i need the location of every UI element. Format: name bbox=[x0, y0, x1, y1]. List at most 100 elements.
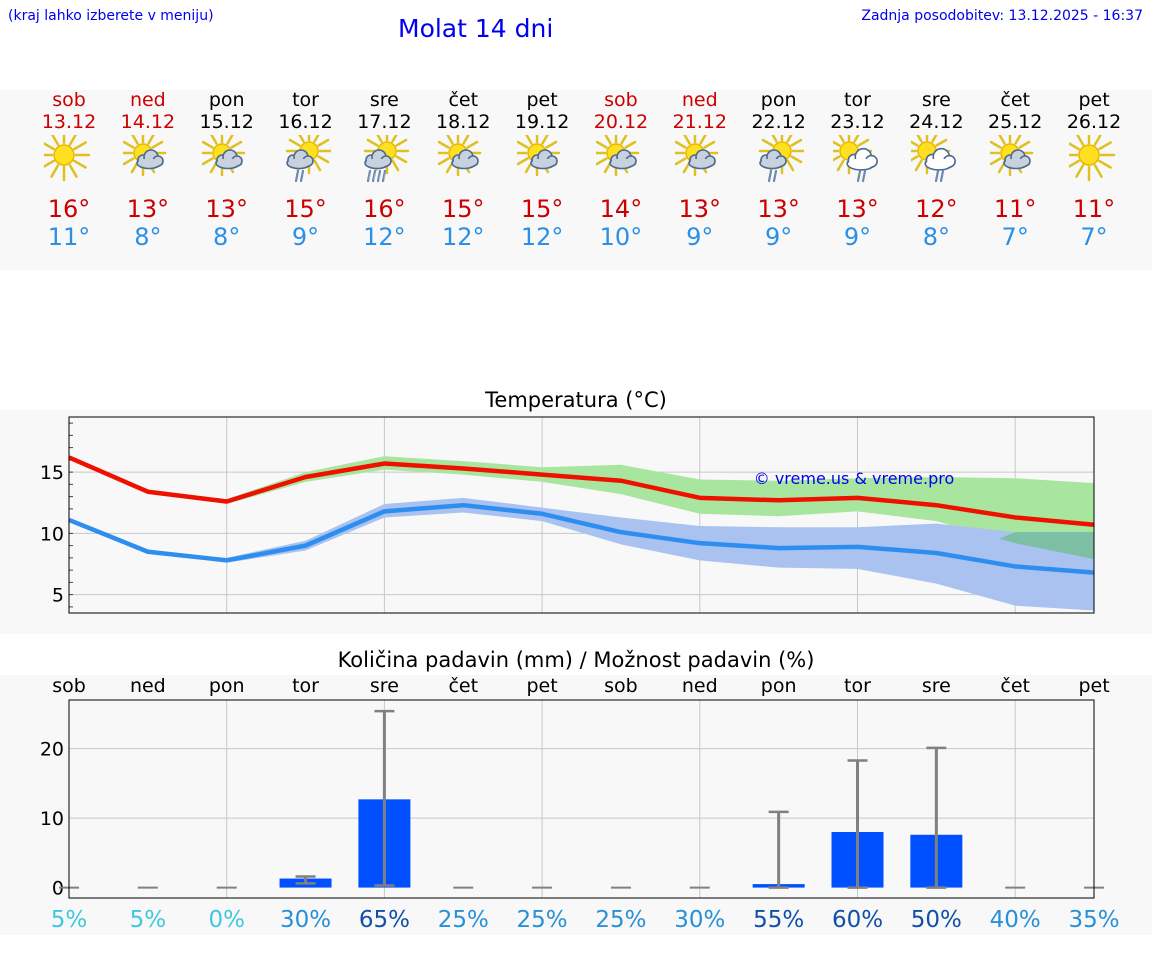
plot-frame bbox=[68, 416, 1095, 614]
day-date: 25.12 bbox=[987, 111, 1043, 133]
min-temp-line bbox=[68, 502, 1095, 575]
category-label: pet bbox=[1078, 675, 1109, 697]
temp-max: 15° bbox=[520, 195, 564, 223]
day-name: tor bbox=[844, 89, 871, 111]
y-tick-label: 15 bbox=[40, 462, 64, 484]
temp-max: 13° bbox=[205, 195, 248, 223]
precip-probability: 0% bbox=[208, 907, 245, 933]
day-date: 20.12 bbox=[593, 111, 649, 133]
category-label: pon bbox=[209, 675, 245, 697]
temp-max: 13° bbox=[757, 195, 800, 223]
temperature-chart-title: Temperatura (°C) bbox=[485, 388, 667, 412]
day-column: čet 18.12 15° 12° bbox=[413, 89, 513, 251]
sun-cloud-icon bbox=[674, 135, 719, 177]
day-column: sob 20.12 14° 10° bbox=[571, 89, 671, 251]
temp-max: 15° bbox=[284, 195, 327, 223]
temp-max: 16° bbox=[47, 195, 91, 223]
temp-min: 10° bbox=[599, 223, 643, 251]
page-title: Molat 14 dni bbox=[398, 14, 554, 43]
temp-min: 9° bbox=[843, 223, 872, 251]
day-date: 15.12 bbox=[199, 111, 254, 133]
temp-max: 11° bbox=[1072, 195, 1116, 223]
max-range-band bbox=[69, 456, 1095, 560]
sun-cloud-icon bbox=[201, 135, 245, 177]
day-column: ned 21.12 13° 9° bbox=[650, 89, 750, 251]
category-label: ned bbox=[682, 675, 718, 697]
category-label: sre bbox=[370, 675, 399, 697]
precipitation-chart: 0 10 20 sob ned pon tor sre čet pet sob ned pon tor sr… bbox=[40, 675, 1120, 933]
day-name: tor bbox=[292, 89, 319, 111]
precip-probability: 40% bbox=[990, 907, 1041, 933]
day-name: ned bbox=[681, 89, 718, 111]
temp-max: 14° bbox=[599, 195, 643, 223]
temp-max: 13° bbox=[126, 195, 170, 223]
day-column: čet 25.12 11° 7° bbox=[965, 89, 1065, 251]
category-label: čet bbox=[448, 675, 478, 697]
day-name: sre bbox=[921, 89, 951, 111]
location-hint[interactable]: (kraj lahko izberete v meniju) bbox=[8, 8, 214, 24]
category-label: čet bbox=[1000, 675, 1030, 697]
plot-frame bbox=[68, 699, 1095, 899]
day-name: ned bbox=[129, 89, 166, 111]
day-name: pet bbox=[526, 89, 558, 111]
sun-big-cloud-rain-icon bbox=[832, 135, 878, 183]
temp-min: 8° bbox=[213, 223, 241, 251]
y-tick-label: 0 bbox=[52, 878, 64, 900]
temperature-chart: 5 10 15 © vreme.us & vreme.pro bbox=[40, 416, 1095, 614]
day-date: 22.12 bbox=[751, 111, 806, 133]
temp-min: 8° bbox=[922, 223, 950, 251]
precip-probability: 65% bbox=[359, 907, 410, 933]
temp-max: 12° bbox=[915, 195, 958, 223]
temp-max: 13° bbox=[678, 195, 722, 223]
day-column: ned 14.12 13° 8° bbox=[98, 89, 198, 251]
day-name: čet bbox=[1000, 89, 1030, 111]
precip-probability: 50% bbox=[911, 907, 962, 933]
sun-cloud-light-rain-icon bbox=[758, 135, 804, 183]
precip-probability: 60% bbox=[832, 907, 883, 933]
precip-probability: 30% bbox=[674, 907, 725, 933]
day-column: sob 13.12 16° 11° bbox=[19, 89, 119, 251]
precipitation-chart-title: Količina padavin (mm) / Možnost padavin … bbox=[337, 648, 815, 672]
sun-cloud-icon bbox=[122, 135, 167, 177]
day-name: sob bbox=[604, 89, 638, 111]
temp-max: 16° bbox=[363, 195, 406, 223]
temp-max: 11° bbox=[993, 195, 1037, 223]
day-date: 17.12 bbox=[357, 111, 412, 133]
temp-min: 7° bbox=[1001, 223, 1029, 251]
day-name: pon bbox=[208, 89, 245, 111]
precip-probability: 30% bbox=[280, 907, 331, 933]
sun-cloud-icon bbox=[595, 135, 640, 177]
day-name: sob bbox=[52, 89, 86, 111]
day-date: 16.12 bbox=[278, 111, 333, 133]
last-updated: Zadnja posodobitev: 13.12.2025 - 16:37 bbox=[861, 8, 1143, 24]
category-label: sob bbox=[604, 675, 638, 697]
day-name: pon bbox=[760, 89, 797, 111]
temp-min: 9° bbox=[291, 223, 320, 251]
day-date: 18.12 bbox=[436, 111, 491, 133]
temp-min: 11° bbox=[47, 223, 91, 251]
temp-min: 7° bbox=[1080, 223, 1108, 251]
category-label: ned bbox=[130, 675, 166, 697]
sun-big-cloud-rain-icon bbox=[911, 135, 957, 183]
day-name: pet bbox=[1078, 89, 1110, 111]
day-column: tor 23.12 13° 9° bbox=[808, 89, 908, 251]
y-tick-label: 10 bbox=[40, 808, 64, 830]
sun-icon bbox=[1069, 135, 1116, 182]
temp-min: 12° bbox=[363, 223, 406, 251]
sun-cloud-light-rain-icon bbox=[285, 135, 331, 183]
sun-cloud-heavy-rain-icon bbox=[364, 135, 410, 183]
category-label: sre bbox=[922, 675, 951, 697]
day-date: 24.12 bbox=[909, 111, 964, 133]
category-label: tor bbox=[292, 675, 319, 697]
temp-min: 9° bbox=[765, 223, 793, 251]
day-column: pon 15.12 13° 8° bbox=[177, 89, 277, 251]
min-range-band bbox=[69, 497, 1095, 611]
sun-cloud-icon bbox=[517, 135, 561, 177]
category-label: sob bbox=[52, 675, 86, 697]
y-tick-label: 10 bbox=[40, 523, 64, 545]
temp-min: 12° bbox=[520, 223, 564, 251]
y-tick-label: 20 bbox=[40, 739, 64, 761]
temp-min: 12° bbox=[441, 223, 485, 251]
precip-probability: 25% bbox=[595, 907, 646, 933]
watermark: © vreme.us & vreme.pro bbox=[754, 469, 955, 488]
